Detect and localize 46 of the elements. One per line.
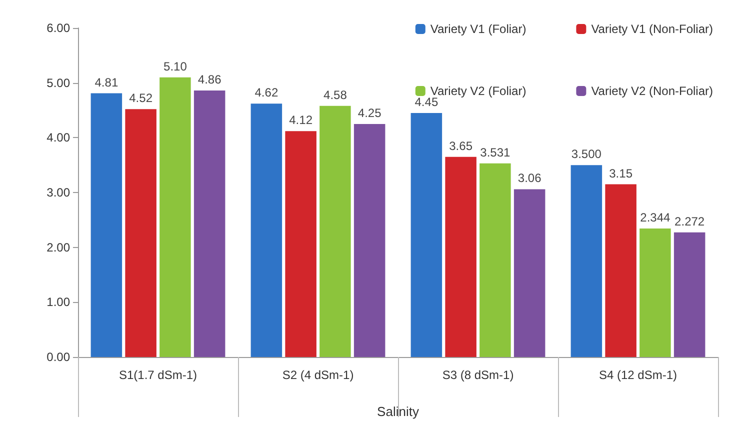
legend-label: Variety V2 (Non-Foliar): [591, 84, 714, 98]
data-label: 4.86: [198, 72, 222, 87]
data-label: 3.65: [449, 138, 473, 153]
y-tick-label: 0.00: [46, 350, 70, 364]
data-label: 4.52: [129, 91, 153, 106]
data-label: 5.10: [164, 59, 188, 74]
legend-label: Variety V1 (Non-Foliar): [591, 22, 714, 36]
bar: [194, 90, 226, 357]
bar: [320, 106, 351, 357]
data-label: 3.531: [480, 145, 511, 160]
data-label: 3.15: [609, 166, 633, 180]
bar: [640, 228, 671, 357]
bar: [514, 189, 546, 357]
y-tick-label: 6.00: [46, 21, 70, 35]
bar: [480, 163, 511, 357]
bar: [570, 165, 602, 357]
bar: [285, 131, 316, 357]
data-label: 3.500: [571, 147, 602, 162]
data-label: 3.06: [518, 171, 542, 186]
data-label: 4.25: [358, 106, 382, 120]
y-tick-label: 2.00: [46, 240, 70, 254]
y-tick-label: 4.00: [46, 130, 70, 145]
bar: [410, 112, 442, 357]
data-label: 4.81: [94, 75, 118, 90]
x-axis-title: Salinity: [377, 404, 420, 419]
bar: [445, 156, 476, 357]
data-label: 2.344: [640, 210, 671, 224]
bar: [605, 184, 636, 357]
bar: [90, 93, 122, 357]
bar: [160, 77, 191, 357]
data-label: 4.12: [289, 113, 313, 128]
data-label: 4.58: [324, 88, 348, 102]
y-tick-label: 5.00: [46, 76, 70, 90]
bar: [674, 232, 706, 357]
bar: [354, 124, 386, 357]
x-tick-label: S1(1.7 dSm-1): [118, 368, 198, 382]
x-tick-label: S3 (8 dSm-1): [442, 368, 514, 382]
y-tick-label: 1.00: [46, 295, 70, 310]
x-tick-label: S4 (12 dSm-1): [598, 368, 678, 382]
data-label: 2.272: [674, 214, 705, 228]
y-tick-label: 3.00: [46, 186, 70, 200]
data-label: 4.62: [254, 86, 278, 100]
legend-label: Variety V1 (Foliar): [430, 22, 526, 36]
bar: [250, 104, 282, 357]
bar: [125, 109, 156, 357]
x-tick-label: S2 (4 dSm-1): [282, 368, 354, 382]
